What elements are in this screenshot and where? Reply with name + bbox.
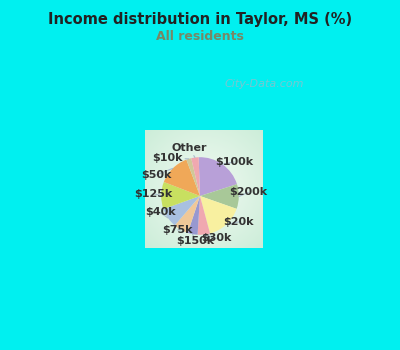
Wedge shape [200, 196, 237, 233]
Text: $30k: $30k [201, 233, 232, 243]
Text: Other: Other [172, 143, 207, 158]
Wedge shape [199, 157, 237, 196]
Wedge shape [175, 196, 200, 233]
Text: $40k: $40k [145, 208, 175, 218]
Wedge shape [198, 196, 210, 235]
Wedge shape [186, 158, 200, 196]
Text: $75k: $75k [162, 225, 193, 235]
Text: All residents: All residents [156, 30, 244, 43]
Text: $200k: $200k [229, 188, 267, 197]
Text: $20k: $20k [224, 217, 254, 227]
Wedge shape [161, 182, 200, 209]
Wedge shape [164, 160, 200, 196]
Text: $100k: $100k [215, 157, 253, 167]
Text: $125k: $125k [134, 189, 172, 199]
Text: $10k: $10k [152, 153, 189, 163]
Wedge shape [188, 196, 200, 235]
Wedge shape [191, 157, 200, 196]
Wedge shape [200, 184, 239, 209]
Text: $50k: $50k [141, 168, 173, 180]
Wedge shape [164, 196, 200, 225]
Text: Income distribution in Taylor, MS (%): Income distribution in Taylor, MS (%) [48, 12, 352, 27]
Text: City-Data.com: City-Data.com [225, 79, 304, 89]
Text: $150k: $150k [176, 234, 214, 246]
